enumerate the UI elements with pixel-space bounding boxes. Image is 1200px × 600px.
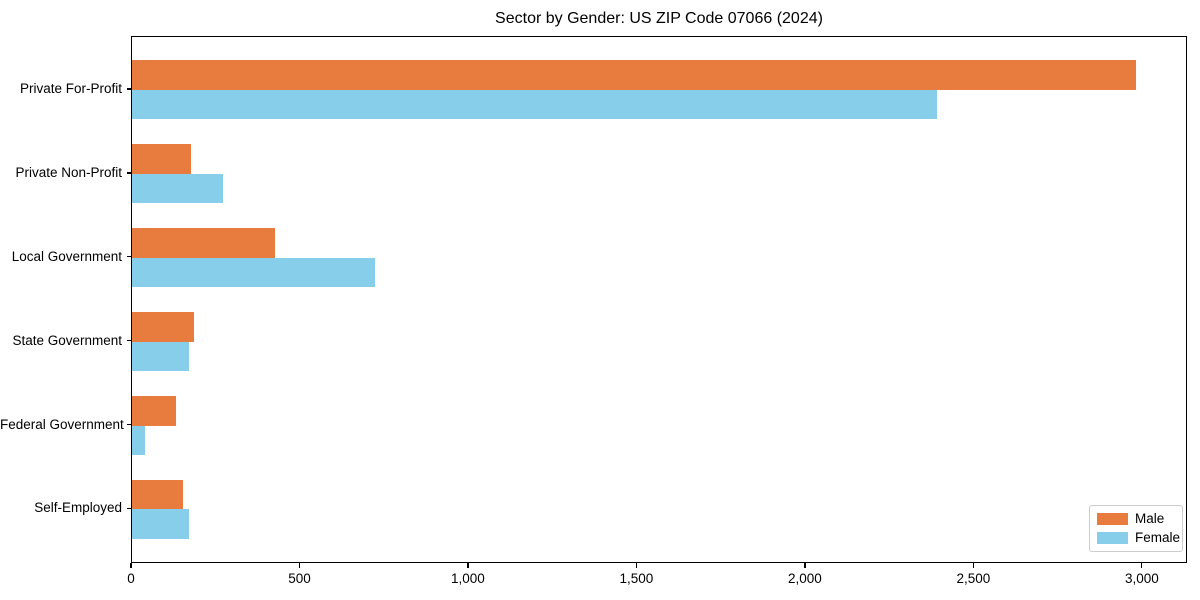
xtick-mark-3: [635, 563, 638, 568]
legend-swatch-female: [1097, 532, 1128, 544]
ytick-label-5: Self-Employed: [34, 500, 122, 516]
bar-female-5: [132, 509, 190, 539]
legend-label-male: Male: [1135, 511, 1165, 526]
bar-male-3: [132, 312, 195, 342]
xtick-mark-6: [1141, 563, 1143, 568]
xtick-mark-1: [298, 563, 301, 568]
legend-item-female: Female: [1097, 531, 1180, 545]
ytick-mark-3: [126, 340, 131, 342]
bar-male-5: [132, 479, 183, 510]
xtick-mark-0: [130, 563, 132, 568]
bar-female-1: [132, 173, 223, 204]
xtick-label-1: 500: [288, 571, 311, 586]
xtick-mark-5: [972, 563, 975, 568]
ytick-label-1: Private Non-Profit: [15, 164, 122, 180]
bar-male-2: [132, 228, 276, 258]
ytick-label-4: Federal Government: [0, 416, 124, 432]
legend-swatch-male: [1097, 513, 1128, 525]
xtick-label-0: 0: [127, 571, 135, 586]
legend-label-female: Female: [1135, 530, 1181, 545]
ytick-label-3: State Government: [12, 332, 122, 348]
xtick-label-4: 2,000: [787, 571, 822, 586]
xtick-label-2: 1,000: [451, 571, 485, 586]
bar-male-4: [132, 396, 176, 426]
ytick-mark-1: [126, 172, 131, 174]
legend-item-male: Male: [1097, 512, 1174, 526]
xtick-label-3: 1,500: [619, 571, 654, 586]
bar-female-2: [132, 257, 375, 288]
chart-title: Sector by Gender: US ZIP Code 07066 (202…: [495, 10, 823, 27]
legend: Male Female: [1089, 505, 1183, 552]
xtick-mark-2: [467, 563, 469, 568]
bar-male-1: [132, 144, 191, 174]
ytick-mark-2: [126, 256, 131, 258]
ytick-label-2: Local Government: [11, 248, 122, 264]
plot-area: [131, 36, 1187, 563]
bar-female-4: [132, 425, 146, 455]
bar-female-0: [132, 89, 938, 120]
xtick-label-6: 3,000: [1124, 571, 1159, 586]
bar-male-0: [132, 60, 1137, 90]
ytick-mark-5: [126, 507, 131, 510]
ytick-label-0: Private For-Profit: [19, 80, 122, 96]
xtick-mark-4: [804, 563, 806, 568]
bar-female-3: [132, 341, 190, 372]
ytick-mark-4: [126, 424, 131, 426]
ytick-mark-0: [126, 88, 131, 90]
xtick-label-5: 2,500: [956, 571, 991, 586]
